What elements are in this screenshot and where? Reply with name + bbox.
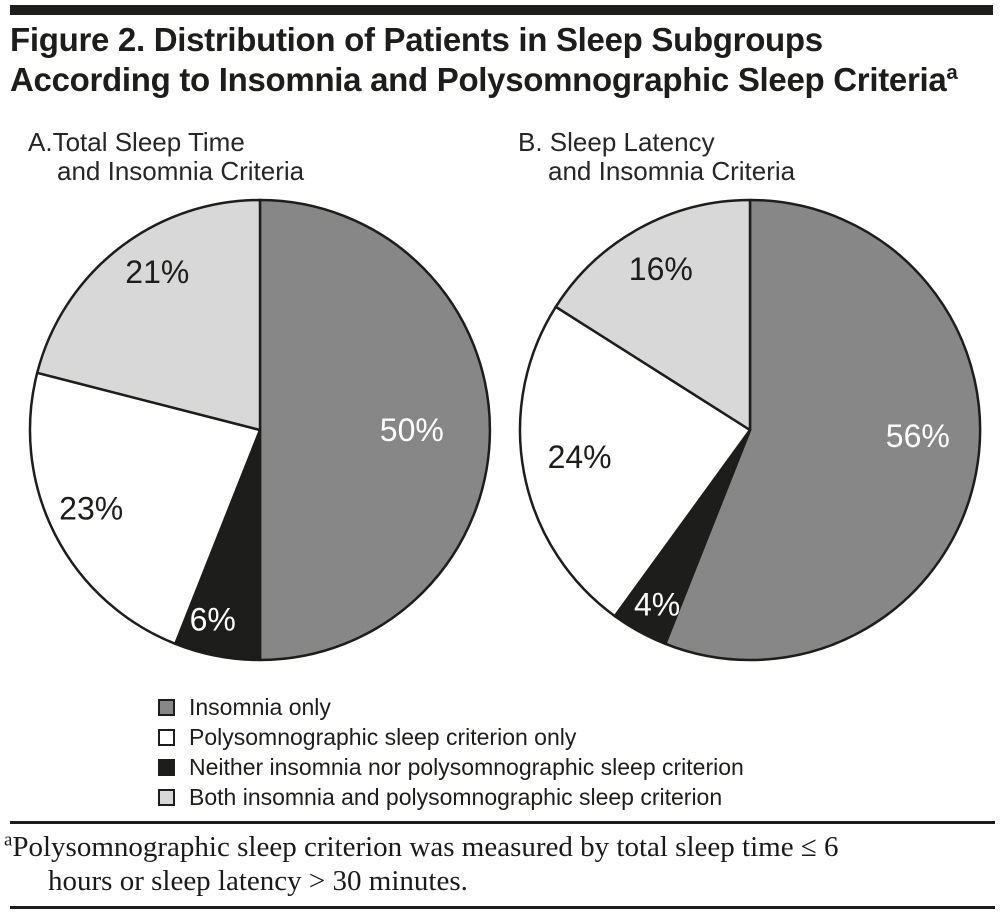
legend: Insomnia only Polysomnographic sleep crit… bbox=[158, 692, 744, 812]
panel-b-subtitle: B. Sleep Latency and Insomnia Criteria bbox=[518, 128, 795, 186]
legend-swatch-icon bbox=[158, 788, 175, 806]
figure-title-superscript: a bbox=[946, 61, 958, 84]
pie-slice bbox=[554, 198, 752, 432]
footnote-superscript: a bbox=[4, 829, 13, 851]
panel-a-subtitle-line2: and Insomnia Criteria bbox=[57, 156, 305, 186]
pie-chart-sleep-latency: 56% 4% 24% 16% bbox=[518, 198, 982, 662]
pie-slice bbox=[664, 198, 982, 662]
pie-slice-label: 21% bbox=[125, 254, 189, 290]
legend-swatch-icon bbox=[158, 728, 175, 746]
pie-slice bbox=[258, 198, 492, 662]
legend-swatch-icon bbox=[158, 698, 175, 716]
panel-a-subtitle: A.Total Sleep Time and Insomnia Criteria bbox=[28, 128, 304, 186]
top-rule-bar bbox=[10, 5, 993, 15]
panel-b-subtitle-line1: B. Sleep Latency bbox=[518, 127, 715, 157]
legend-swatch-icon bbox=[158, 758, 175, 776]
legend-item: Polysomnographic sleep criterion only bbox=[158, 722, 744, 752]
legend-item: Neither insomnia nor polysomnographic sl… bbox=[158, 752, 744, 782]
pie-slice-label: 50% bbox=[380, 412, 444, 448]
legend-label: Insomnia only bbox=[189, 693, 331, 720]
pie-slice-label: 4% bbox=[634, 587, 680, 623]
pie-slice-label: 56% bbox=[886, 418, 950, 454]
pie-slice-label: 23% bbox=[59, 491, 123, 527]
figure-title: Figure 2. Distribution of Patients in Sl… bbox=[10, 20, 1000, 100]
panel-b-subtitle-line2: and Insomnia Criteria bbox=[548, 156, 796, 186]
pie-slice-label: 24% bbox=[548, 439, 612, 475]
pie-slice bbox=[35, 198, 262, 432]
footnote-line1: aPolysomnographic sleep criterion was me… bbox=[4, 830, 1000, 864]
footnote-line1-text: Polysomnographic sleep criterion was mea… bbox=[12, 831, 839, 863]
footnote-divider-rule bbox=[10, 821, 995, 824]
legend-item: Insomnia only bbox=[158, 692, 744, 722]
pie-slice bbox=[518, 305, 752, 618]
legend-item: Both insomnia and polysomnographic sleep… bbox=[158, 782, 744, 812]
legend-label: Neither insomnia nor polysomnographic sl… bbox=[189, 753, 744, 780]
pie-slice-label: 16% bbox=[629, 251, 693, 287]
panel-a-subtitle-line1: A.Total Sleep Time bbox=[28, 127, 245, 157]
legend-label: Both insomnia and polysomnographic sleep… bbox=[189, 783, 723, 810]
pie-slice-label: 6% bbox=[190, 602, 236, 638]
figure-title-line2: According to Insomnia and Polysomnograph… bbox=[10, 61, 947, 98]
bottom-rule-bar bbox=[10, 906, 995, 909]
figure-title-line1: Figure 2. Distribution of Patients in Sl… bbox=[10, 21, 823, 58]
pie-slice bbox=[28, 371, 262, 646]
legend-label: Polysomnographic sleep criterion only bbox=[189, 723, 577, 750]
footnote: aPolysomnographic sleep criterion was me… bbox=[4, 830, 1000, 898]
footnote-line2: hours or sleep latency > 30 minutes. bbox=[48, 865, 468, 897]
pie-chart-total-sleep-time: 50% 6% 23% 21% bbox=[28, 198, 492, 662]
